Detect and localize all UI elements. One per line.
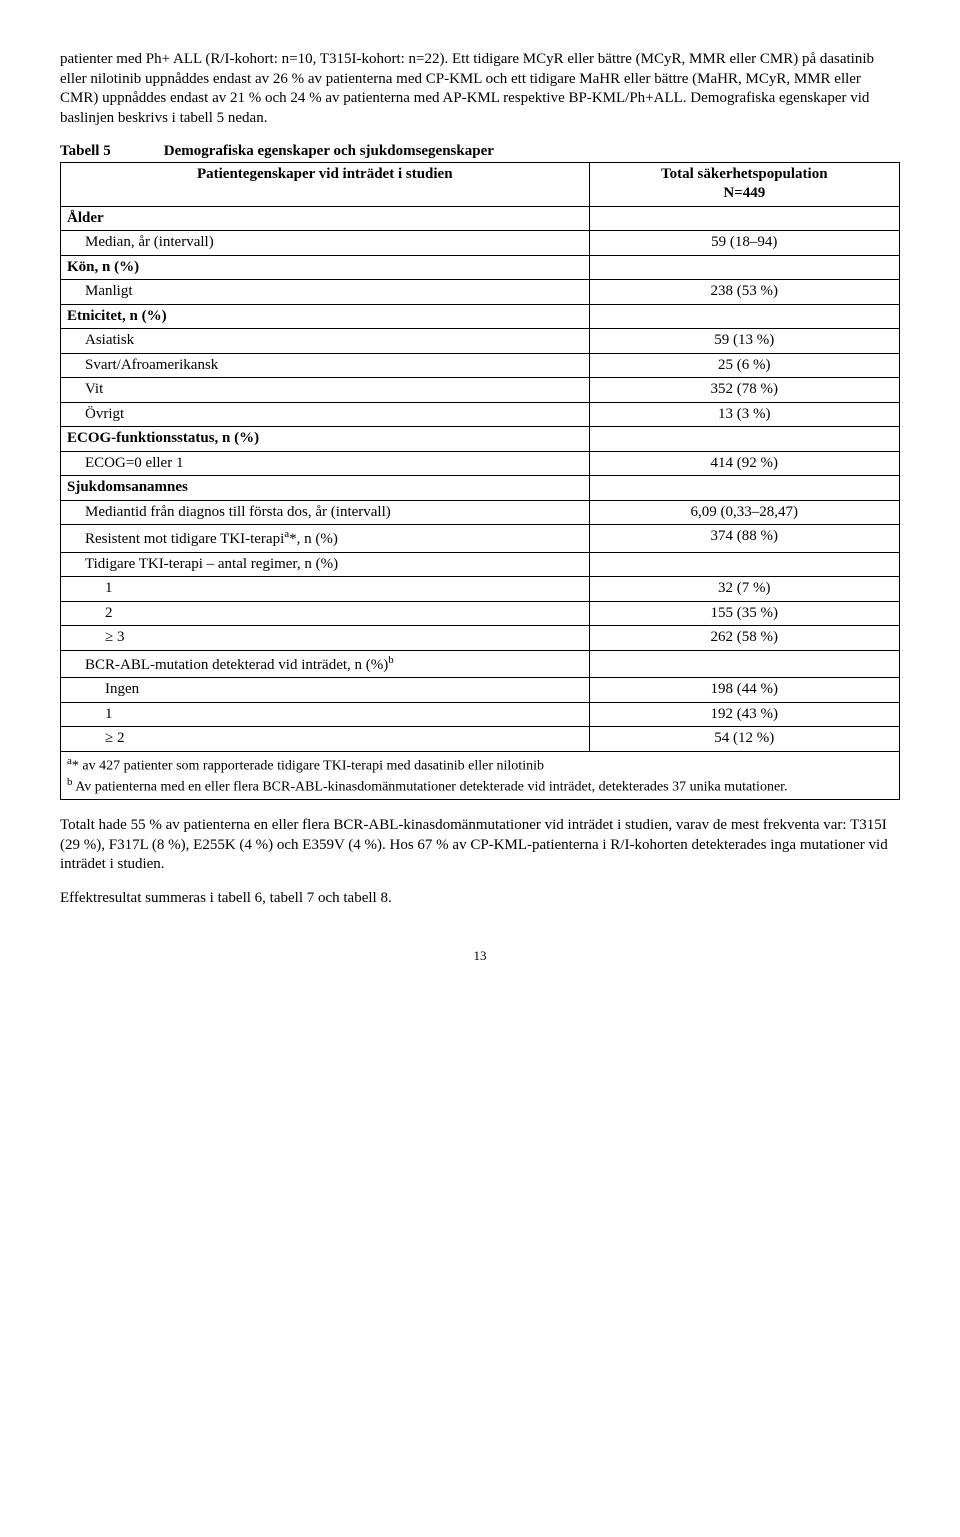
table-row: Median, år (intervall)59 (18–94) <box>61 231 900 256</box>
table-row: ≥ 254 (12 %) <box>61 727 900 752</box>
table-row: Sjukdomsanamnes <box>61 476 900 501</box>
table-cell-value: 13 (3 %) <box>589 402 899 427</box>
table5-desc: Demografiska egenskaper och sjukdomsegen… <box>164 143 494 159</box>
table-cell-value <box>589 650 899 678</box>
table-cell-value: 352 (78 %) <box>589 378 899 403</box>
table5-footnotes: a* av 427 patienter som rapporterade tid… <box>61 751 900 800</box>
table-cell-label: Ålder <box>61 206 590 231</box>
table-row: Övrigt13 (3 %) <box>61 402 900 427</box>
table-row: Resistent mot tidigare TKI-terapia*, n (… <box>61 525 900 553</box>
table5-header-right: Total säkerhetspopulation N=449 <box>589 162 899 206</box>
table5: Patientegenskaper vid inträdet i studien… <box>60 162 900 801</box>
table-cell-value <box>589 476 899 501</box>
table-cell-label: ECOG=0 eller 1 <box>61 451 590 476</box>
table-cell-label: Etnicitet, n (%) <box>61 304 590 329</box>
table-cell-label: Ingen <box>61 678 590 703</box>
table-row: ≥ 3262 (58 %) <box>61 626 900 651</box>
table-cell-value: 6,09 (0,33–28,47) <box>589 500 899 525</box>
table-cell-value: 32 (7 %) <box>589 577 899 602</box>
table-cell-label: Resistent mot tidigare TKI-terapia*, n (… <box>61 525 590 553</box>
table-cell-value: 155 (35 %) <box>589 601 899 626</box>
paragraph-mutations: Totalt hade 55 % av patienterna en eller… <box>60 816 900 875</box>
table-row: Ingen198 (44 %) <box>61 678 900 703</box>
table-cell-label: BCR-ABL-mutation detekterad vid inträdet… <box>61 650 590 678</box>
table-cell-label: Sjukdomsanamnes <box>61 476 590 501</box>
table-cell-value: 198 (44 %) <box>589 678 899 703</box>
table-cell-value: 238 (53 %) <box>589 280 899 305</box>
table-cell-label: 1 <box>61 702 590 727</box>
table-cell-value <box>589 427 899 452</box>
table-cell-value: 59 (13 %) <box>589 329 899 354</box>
table-row: Kön, n (%) <box>61 255 900 280</box>
table-cell-label: 1 <box>61 577 590 602</box>
table-cell-label: ≥ 3 <box>61 626 590 651</box>
table-cell-value: 374 (88 %) <box>589 525 899 553</box>
table5-label: Tabell 5 <box>60 142 160 162</box>
table-cell-value: 59 (18–94) <box>589 231 899 256</box>
table-row: 2155 (35 %) <box>61 601 900 626</box>
table5-header-right-line2: N=449 <box>723 185 765 201</box>
table-cell-label: Mediantid från diagnos till första dos, … <box>61 500 590 525</box>
table-cell-label: Median, år (intervall) <box>61 231 590 256</box>
footnote-b-text: Av patienterna med en eller flera BCR-AB… <box>73 780 788 795</box>
table-row: 132 (7 %) <box>61 577 900 602</box>
table-row: Asiatisk59 (13 %) <box>61 329 900 354</box>
table-row: Mediantid från diagnos till första dos, … <box>61 500 900 525</box>
table-cell-label: Svart/Afroamerikansk <box>61 353 590 378</box>
table-cell-value: 414 (92 %) <box>589 451 899 476</box>
table-cell-label: ECOG-funktionsstatus, n (%) <box>61 427 590 452</box>
table-cell-value <box>589 206 899 231</box>
table-row: Etnicitet, n (%) <box>61 304 900 329</box>
table-row: ECOG=0 eller 1414 (92 %) <box>61 451 900 476</box>
table-cell-label: Manligt <box>61 280 590 305</box>
table-cell-value <box>589 255 899 280</box>
table-cell-value <box>589 304 899 329</box>
table-cell-label: Tidigare TKI-terapi – antal regimer, n (… <box>61 552 590 577</box>
table-cell-value: 192 (43 %) <box>589 702 899 727</box>
table-cell-value: 54 (12 %) <box>589 727 899 752</box>
paragraph-intro: patienter med Ph+ ALL (R/I-kohort: n=10,… <box>60 50 900 128</box>
table-cell-value: 25 (6 %) <box>589 353 899 378</box>
table-cell-label: Övrigt <box>61 402 590 427</box>
table-cell-label: Asiatisk <box>61 329 590 354</box>
table-cell-label: ≥ 2 <box>61 727 590 752</box>
table-cell-value: 262 (58 %) <box>589 626 899 651</box>
table-row: Tidigare TKI-terapi – antal regimer, n (… <box>61 552 900 577</box>
table5-header-left: Patientegenskaper vid inträdet i studien <box>61 162 590 206</box>
paragraph-effekt: Effektresultat summeras i tabell 6, tabe… <box>60 889 900 909</box>
table-cell-value <box>589 552 899 577</box>
table-row: Vit352 (78 %) <box>61 378 900 403</box>
footnote-a-text: * av 427 patienter som rapporterade tidi… <box>72 758 544 773</box>
table-row: Svart/Afroamerikansk25 (6 %) <box>61 353 900 378</box>
table-row: Manligt238 (53 %) <box>61 280 900 305</box>
table-cell-label: Vit <box>61 378 590 403</box>
table-row: Ålder <box>61 206 900 231</box>
table5-title-row: Tabell 5 Demografiska egenskaper och sju… <box>60 142 900 162</box>
table-row: ECOG-funktionsstatus, n (%) <box>61 427 900 452</box>
table-cell-label: 2 <box>61 601 590 626</box>
table-cell-label: Kön, n (%) <box>61 255 590 280</box>
table5-header-right-line1: Total säkerhetspopulation <box>661 166 828 182</box>
table-row: BCR-ABL-mutation detekterad vid inträdet… <box>61 650 900 678</box>
page-number: 13 <box>60 948 900 965</box>
table-row: 1192 (43 %) <box>61 702 900 727</box>
